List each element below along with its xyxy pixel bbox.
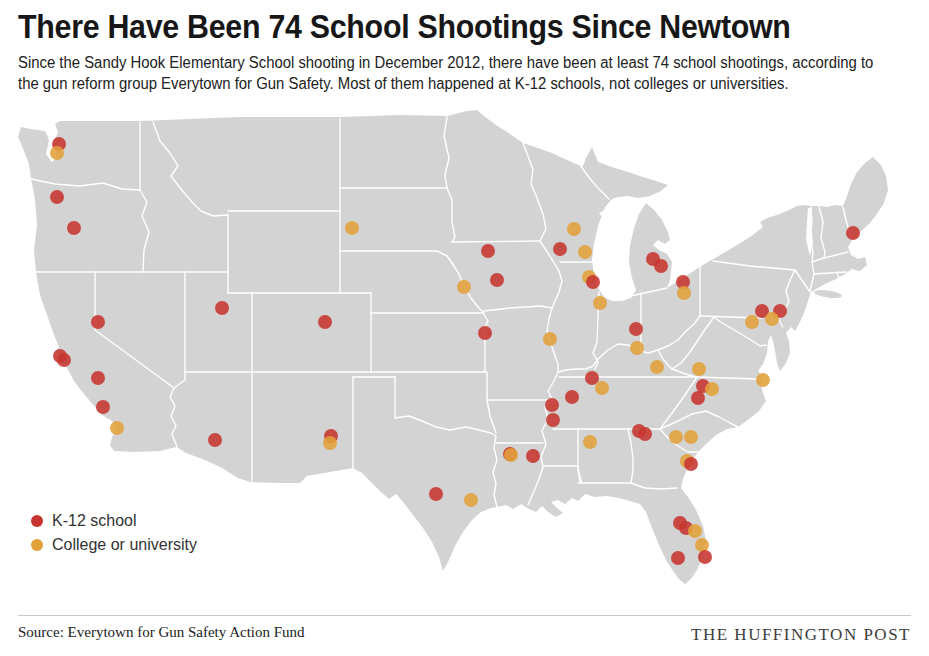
map-dot-college bbox=[650, 360, 664, 374]
map-dot-college bbox=[110, 421, 124, 435]
map-dot-college bbox=[595, 381, 609, 395]
map-dot-k12 bbox=[585, 371, 599, 385]
map-dot-k12 bbox=[67, 221, 81, 235]
legend-row-college: College or university bbox=[31, 533, 197, 557]
map-dot-k12 bbox=[586, 275, 600, 289]
map-dot-college bbox=[677, 286, 691, 300]
map-dot-college bbox=[504, 448, 518, 462]
map-dot-college bbox=[630, 341, 644, 355]
footer-divider bbox=[18, 615, 911, 616]
map-dot-college bbox=[543, 332, 557, 346]
legend: K-12 school College or university bbox=[31, 509, 197, 557]
map-dot-college bbox=[457, 280, 471, 294]
map-dot-college bbox=[745, 315, 759, 329]
map-dot-k12 bbox=[545, 398, 559, 412]
map-dot-k12 bbox=[654, 259, 668, 273]
map-dot-college bbox=[323, 436, 337, 450]
map-dot-k12 bbox=[481, 244, 495, 258]
map-dot-college bbox=[692, 362, 706, 376]
map-dot-k12 bbox=[638, 427, 652, 441]
legend-row-k12: K-12 school bbox=[31, 509, 197, 533]
map-dot-k12 bbox=[490, 273, 504, 287]
map-dot-college bbox=[756, 373, 770, 387]
map-dot-k12 bbox=[684, 457, 698, 471]
map-dot-k12 bbox=[96, 400, 110, 414]
brand-logo: THE HUFFINGTON POST bbox=[691, 625, 911, 645]
map-dot-k12 bbox=[846, 226, 860, 240]
map-dot-college bbox=[464, 493, 478, 507]
map-dot-k12 bbox=[215, 301, 229, 315]
map-dot-k12 bbox=[50, 190, 64, 204]
map-dot-k12 bbox=[553, 242, 567, 256]
map-dot-k12 bbox=[318, 315, 332, 329]
map-dot-college bbox=[583, 435, 597, 449]
map-dot-k12 bbox=[629, 322, 643, 336]
source-credit: Source: Everytown for Gun Safety Action … bbox=[18, 624, 305, 641]
map-dot-k12 bbox=[429, 487, 443, 501]
college-swatch bbox=[31, 539, 43, 551]
college-label: College or university bbox=[52, 536, 197, 554]
map-dot-college bbox=[695, 538, 709, 552]
map-dot-college bbox=[705, 382, 719, 396]
map-dot-k12 bbox=[546, 413, 560, 427]
map-dot-college bbox=[669, 430, 683, 444]
map-dot-k12 bbox=[57, 353, 71, 367]
map-dot-k12 bbox=[698, 550, 712, 564]
map-dot-k12 bbox=[208, 433, 222, 447]
map-dot-k12 bbox=[478, 326, 492, 340]
map-dot-college bbox=[345, 221, 359, 235]
map-dot-k12 bbox=[526, 449, 540, 463]
map-dot-college bbox=[765, 312, 779, 326]
map-dot-k12 bbox=[691, 391, 705, 405]
map-dot-college bbox=[578, 245, 592, 259]
map-dot-college bbox=[684, 430, 698, 444]
map-dot-k12 bbox=[91, 371, 105, 385]
page: There Have Been 74 School Shootings Sinc… bbox=[0, 0, 929, 656]
k12-swatch bbox=[31, 515, 43, 527]
map-dot-college bbox=[567, 222, 581, 236]
long-island bbox=[814, 289, 843, 300]
us-map bbox=[0, 0, 929, 656]
map-dot-k12 bbox=[565, 390, 579, 404]
map-dot-k12 bbox=[671, 551, 685, 565]
k12-label: K-12 school bbox=[52, 512, 137, 530]
map-dot-college bbox=[593, 296, 607, 310]
map-dot-college bbox=[50, 146, 64, 160]
map-dot-k12 bbox=[91, 315, 105, 329]
map-dot-college bbox=[688, 524, 702, 538]
